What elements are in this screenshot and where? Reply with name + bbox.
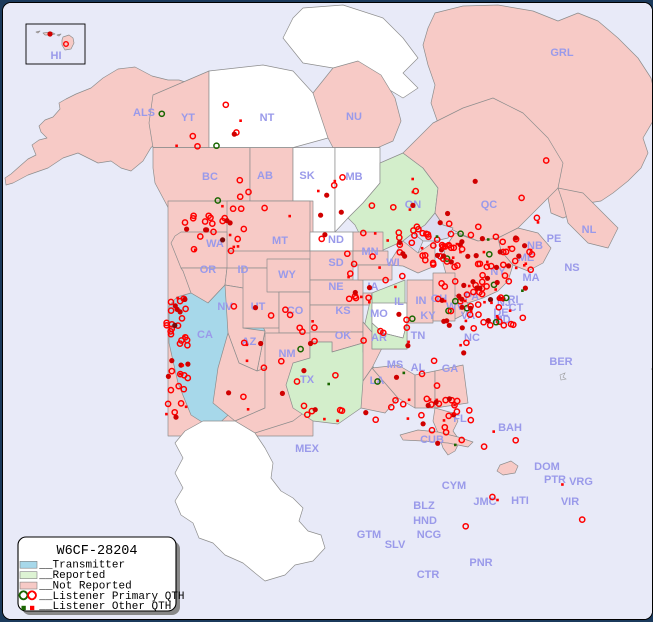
svg-text:BC: BC — [202, 171, 218, 183]
svg-text:TN: TN — [411, 330, 426, 342]
svg-text:NE: NE — [328, 281, 343, 293]
svg-text:HI: HI — [51, 50, 62, 62]
svg-text:WI: WI — [386, 257, 399, 269]
svg-text:SD: SD — [328, 257, 343, 269]
svg-text:BLZ: BLZ — [413, 500, 435, 512]
svg-text:BER: BER — [549, 356, 572, 368]
svg-text:SLV: SLV — [385, 539, 406, 551]
svg-text:ALS: ALS — [133, 107, 155, 119]
svg-text:GA: GA — [442, 363, 459, 375]
svg-text:ND: ND — [328, 234, 344, 246]
svg-text:CUB: CUB — [420, 434, 444, 446]
svg-text:GTM: GTM — [357, 529, 381, 541]
svg-text:KY: KY — [420, 310, 436, 322]
svg-text:HND: HND — [413, 515, 437, 527]
svg-text:__Listener Other QTH: __Listener Other QTH — [38, 601, 171, 613]
svg-text:NT: NT — [260, 112, 275, 124]
svg-text:MEX: MEX — [295, 443, 320, 455]
svg-text:TX: TX — [300, 374, 315, 386]
svg-text:JMC: JMC — [473, 496, 496, 508]
svg-text:MO: MO — [370, 308, 388, 320]
svg-text:IN: IN — [416, 295, 427, 307]
svg-text:OH: OH — [431, 293, 448, 305]
svg-text:CO: CO — [287, 305, 304, 317]
svg-text:CYM: CYM — [442, 480, 466, 492]
svg-text:OK: OK — [335, 330, 352, 342]
svg-text:NS: NS — [564, 262, 579, 274]
svg-text:NU: NU — [346, 111, 362, 123]
svg-text:KS: KS — [335, 305, 350, 317]
svg-text:MB: MB — [345, 171, 362, 183]
svg-text:ID: ID — [238, 264, 249, 276]
svg-text:MS: MS — [387, 359, 404, 371]
svg-text:MA: MA — [522, 272, 539, 284]
svg-text:PNR: PNR — [469, 557, 492, 569]
svg-text:OR: OR — [200, 264, 217, 276]
svg-text:LA: LA — [370, 375, 385, 387]
svg-text:HTI: HTI — [511, 495, 529, 507]
svg-text:CTR: CTR — [417, 569, 440, 581]
svg-text:AZ: AZ — [242, 336, 257, 348]
svg-text:W6CF-28204: W6CF-28204 — [56, 544, 137, 559]
svg-text:WY: WY — [278, 269, 296, 281]
svg-text:QC: QC — [481, 199, 498, 211]
svg-text:NL: NL — [582, 224, 597, 236]
svg-text:IL: IL — [394, 296, 404, 308]
svg-text:UT: UT — [251, 301, 266, 313]
svg-text:SK: SK — [299, 170, 314, 182]
svg-text:BAH: BAH — [498, 422, 522, 434]
svg-text:NC: NC — [464, 332, 480, 344]
svg-text:GRL: GRL — [550, 47, 574, 59]
svg-text:PE: PE — [547, 233, 562, 245]
svg-text:CA: CA — [197, 329, 213, 341]
svg-text:NCG: NCG — [417, 529, 441, 541]
svg-text:AB: AB — [257, 170, 273, 182]
svg-text:YT: YT — [181, 112, 195, 124]
svg-text:DOM: DOM — [534, 461, 560, 473]
svg-text:VIR: VIR — [561, 496, 579, 508]
svg-text:VRG: VRG — [569, 476, 593, 488]
svg-text:MT: MT — [272, 235, 288, 247]
svg-text:NB: NB — [527, 240, 543, 252]
